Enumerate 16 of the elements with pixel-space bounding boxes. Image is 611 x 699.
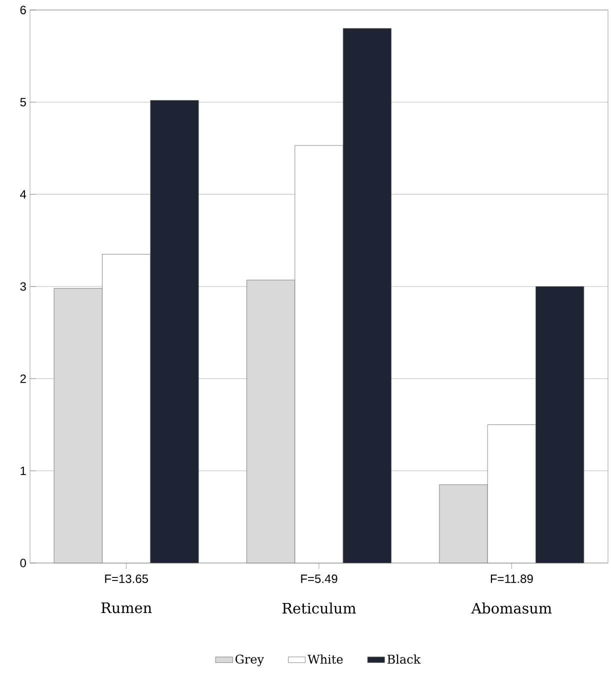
y-tick-label: 2 bbox=[20, 374, 26, 383]
y-tick-label: 3 bbox=[20, 282, 26, 291]
x-tick-label: Reticulum bbox=[282, 602, 356, 614]
annotation: F=5.49 bbox=[301, 574, 338, 584]
x-tick-label: Rumen bbox=[101, 602, 152, 614]
legend-label: Black bbox=[387, 654, 421, 664]
y-tick-label: 0 bbox=[20, 558, 26, 568]
x-tick-label: Abomasum bbox=[471, 602, 552, 614]
annotation: F=13.65 bbox=[105, 574, 148, 584]
y-tick-label: 1 bbox=[20, 466, 26, 475]
legend-label: White bbox=[308, 654, 343, 664]
y-tick-label: 6 bbox=[20, 6, 26, 14]
legend-label: Grey bbox=[236, 654, 264, 666]
y-tick-label: 5 bbox=[20, 98, 26, 106]
annotation: F=11.89 bbox=[490, 574, 533, 584]
y-tick-label: 4 bbox=[20, 190, 26, 198]
